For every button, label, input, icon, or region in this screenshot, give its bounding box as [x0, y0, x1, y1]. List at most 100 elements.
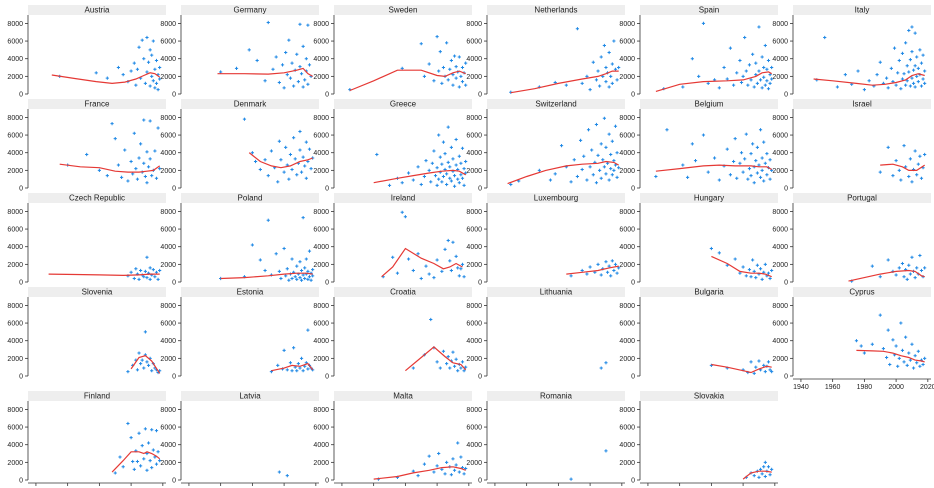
data-point [158, 268, 162, 273]
y-tick-label: 2000 [7, 74, 23, 81]
data-point [307, 63, 312, 67]
data-point [446, 78, 450, 82]
data-point [449, 145, 453, 150]
data-point [299, 170, 304, 174]
data-point [459, 161, 463, 165]
data-point [307, 249, 312, 253]
data-point [411, 469, 415, 473]
data-point [758, 467, 763, 472]
y-tick-label: 8000 [772, 303, 788, 310]
data-point [588, 265, 592, 269]
data-point [438, 155, 442, 159]
data-point [105, 174, 109, 178]
y-tick-label: 0 [19, 477, 23, 484]
data-point [580, 167, 584, 172]
y-tick-label: 4000 [619, 150, 635, 157]
data-point [150, 466, 154, 470]
panel-title: Cyprus [849, 288, 874, 297]
data-point [749, 360, 753, 364]
y-tick-label: 6000 [313, 38, 329, 45]
panel-slovenia: Slovenia 0 2000 4000 6000 8000 [7, 287, 166, 380]
data-point [746, 177, 750, 181]
data-point [915, 55, 919, 59]
data-point [599, 55, 603, 59]
y-tick-label: 0 [172, 373, 176, 380]
data-point [440, 269, 444, 274]
data-point [757, 163, 761, 167]
data-point [884, 355, 889, 360]
y-tick-label: 0 [631, 373, 635, 380]
y-tick-label: 2000 [160, 356, 176, 363]
data-point [137, 431, 141, 435]
data-point [604, 449, 608, 453]
panel-strip [334, 391, 472, 401]
data-point [596, 262, 600, 266]
data-point [763, 474, 767, 479]
trend-line [349, 69, 466, 92]
panel-hungary: Hungary 0 2000 4000 6000 8000 [619, 193, 778, 286]
data-point [854, 339, 859, 343]
data-point [900, 51, 905, 56]
data-point [609, 152, 613, 157]
data-point [572, 158, 576, 162]
data-point [375, 152, 379, 157]
data-point [462, 275, 466, 279]
data-point [886, 86, 890, 90]
data-point [902, 275, 906, 279]
y-tick-label: 8000 [466, 209, 482, 216]
data-point [459, 366, 463, 370]
data-point [755, 81, 759, 86]
data-point [156, 87, 160, 92]
data-point [148, 157, 152, 161]
panel-title: Belgium [695, 100, 724, 109]
y-tick-label: 8000 [7, 407, 23, 414]
panel-title: Greece [390, 100, 417, 109]
y-tick-label: 8000 [619, 209, 635, 216]
panel-poland: Poland 0 2000 4000 6000 8000 [160, 193, 319, 286]
data-point [896, 71, 900, 75]
panel-title: Switzerland [535, 100, 576, 109]
y-tick-label: 8000 [313, 115, 329, 122]
data-point [762, 75, 766, 79]
panel-spain: Spain 0 2000 4000 6000 8000 [619, 5, 778, 98]
panel-portugal: Portugal 0 2000 4000 6000 8000 [772, 193, 931, 286]
y-tick-label: 8000 [313, 21, 329, 28]
data-point [900, 348, 905, 353]
data-point [610, 173, 614, 177]
data-point [762, 179, 766, 183]
data-point [706, 81, 710, 86]
data-point [728, 46, 733, 50]
data-point [142, 57, 146, 61]
y-tick-label: 4000 [7, 150, 23, 157]
data-point [835, 85, 840, 89]
panel-strip [181, 193, 319, 203]
data-point [457, 181, 461, 185]
data-point [301, 85, 305, 89]
data-point [139, 142, 143, 146]
panel-title: Austria [85, 6, 110, 15]
panel-denmark: Denmark 0 2000 4000 6000 8000 [160, 99, 319, 192]
data-point [615, 151, 619, 155]
data-point [306, 277, 310, 281]
data-point [894, 83, 898, 87]
data-point [896, 364, 900, 368]
panel-strip [640, 193, 778, 203]
data-point [856, 69, 860, 73]
y-tick-label: 6000 [7, 38, 23, 45]
data-point [143, 330, 147, 334]
y-tick-label: 2000 [772, 262, 788, 269]
panel-germany: Germany 0 2000 4000 6000 8000 [160, 5, 319, 98]
data-point [143, 81, 147, 86]
data-point [904, 83, 908, 87]
data-point [156, 450, 160, 454]
data-point [276, 363, 280, 368]
data-point [148, 266, 152, 270]
data-point [728, 173, 733, 177]
y-tick-label: 8000 [313, 303, 329, 310]
data-point [299, 278, 304, 282]
y-tick-label: 6000 [772, 320, 788, 327]
data-point [296, 362, 300, 366]
data-point [290, 167, 294, 172]
y-tick-label: 0 [631, 279, 635, 286]
data-point [301, 273, 305, 277]
